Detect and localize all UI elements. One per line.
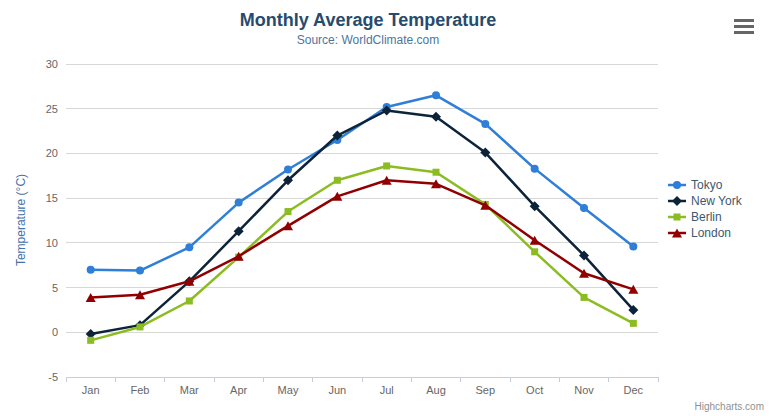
svg-text:25: 25 <box>46 103 58 115</box>
legend-marker-square-icon <box>668 211 686 223</box>
chart-svg: -5 0 5 10 15 20 25 30 Jan Feb Mar Apr May Jun Jul Aug Se… <box>0 0 769 416</box>
series-new-york[interactable] <box>86 106 639 340</box>
svg-text:Oct: Oct <box>526 384 543 396</box>
hamburger-icon <box>734 19 754 34</box>
chart-subtitle: Source: WorldClimate.com <box>0 33 736 47</box>
svg-text:Dec: Dec <box>624 384 644 396</box>
legend-marker-diamond-icon <box>668 195 686 207</box>
series-group <box>86 91 639 344</box>
y-axis-title: Temperature (°C) <box>14 174 28 266</box>
legend-item-berlin[interactable]: Berlin <box>668 209 742 225</box>
svg-text:Nov: Nov <box>574 384 594 396</box>
x-axis <box>66 377 658 382</box>
legend-item-new-york[interactable]: New York <box>668 193 742 209</box>
legend-item-london[interactable]: London <box>668 225 742 241</box>
svg-text:Apr: Apr <box>230 384 247 396</box>
chart-title: Monthly Average Temperature <box>0 10 736 31</box>
svg-text:May: May <box>278 384 299 396</box>
legend-item-tokyo[interactable]: Tokyo <box>668 177 742 193</box>
legend-label: London <box>691 226 731 240</box>
svg-text:30: 30 <box>46 58 58 70</box>
legend-marker-circle-icon <box>668 179 686 191</box>
svg-text:20: 20 <box>46 147 58 159</box>
legend-label: New York <box>691 194 742 208</box>
svg-text:Sep: Sep <box>476 384 496 396</box>
legend-label: Tokyo <box>691 178 722 192</box>
svg-text:0: 0 <box>52 326 58 338</box>
svg-text:Aug: Aug <box>426 384 446 396</box>
svg-text:10: 10 <box>46 237 58 249</box>
series-london[interactable] <box>86 176 639 302</box>
series-tokyo[interactable] <box>87 91 638 274</box>
svg-text:Feb: Feb <box>131 384 150 396</box>
svg-text:5: 5 <box>52 282 58 294</box>
legend: Tokyo New York Berlin London <box>668 177 742 241</box>
svg-text:Mar: Mar <box>180 384 199 396</box>
svg-text:Jun: Jun <box>328 384 346 396</box>
svg-text:Jan: Jan <box>82 384 100 396</box>
svg-text:-5: -5 <box>48 371 58 383</box>
temperature-chart: -5 0 5 10 15 20 25 30 Jan Feb Mar Apr May Jun Jul Aug Se… <box>0 0 769 416</box>
svg-text:Jul: Jul <box>380 384 394 396</box>
svg-text:15: 15 <box>46 192 58 204</box>
legend-marker-triangle-icon <box>668 227 686 239</box>
credits-link[interactable]: Highcharts.com <box>695 401 764 412</box>
legend-label: Berlin <box>691 210 722 224</box>
y-gridlines <box>66 64 658 377</box>
export-menu-button[interactable] <box>732 17 756 39</box>
